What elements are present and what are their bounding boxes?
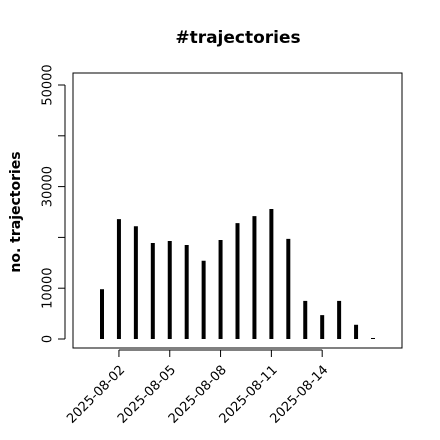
y-tick-label: 50000 (41, 64, 56, 105)
plot-box (72, 72, 403, 349)
chart-title: #trajectories (175, 28, 300, 48)
y-tick-label: 10000 (41, 268, 56, 309)
y-tick-label: 0 (41, 335, 56, 343)
y-axis-label: no. trajectories (8, 151, 24, 272)
y-tick-label: 30000 (41, 166, 56, 207)
